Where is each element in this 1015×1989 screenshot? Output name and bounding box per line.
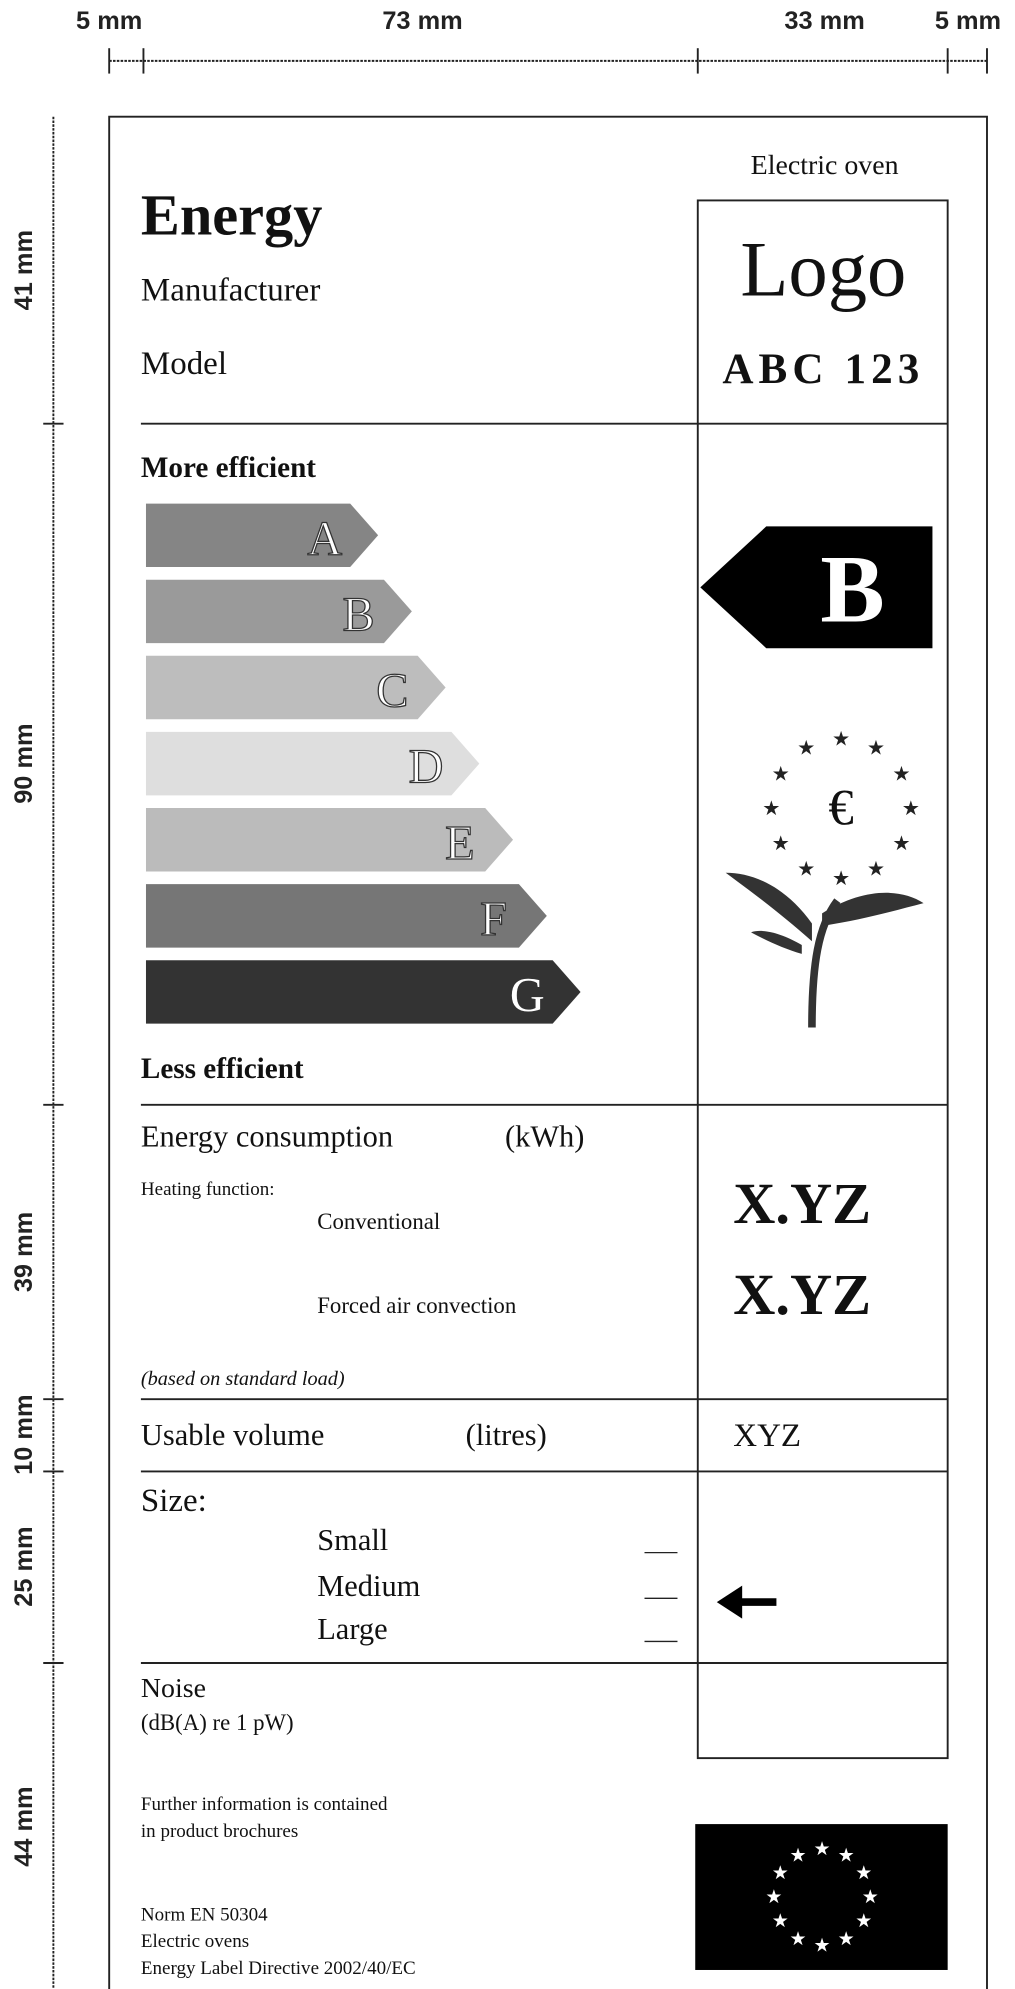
consumption-unit: (kWh) bbox=[505, 1120, 584, 1154]
star: ★ bbox=[772, 761, 790, 785]
class-letter: D bbox=[409, 741, 444, 794]
consumption-value: X.YZ bbox=[733, 1262, 871, 1327]
dimension: 25 mm bbox=[10, 1526, 38, 1606]
class-letter: F bbox=[480, 893, 507, 946]
dimension: 73 mm bbox=[382, 7, 462, 35]
star: ★ bbox=[814, 1934, 831, 1956]
size-option: Large bbox=[317, 1612, 387, 1646]
model: Model bbox=[141, 346, 227, 382]
star: ★ bbox=[814, 1838, 831, 1860]
class-arrow bbox=[145, 579, 412, 644]
logo: Logo bbox=[740, 227, 906, 314]
class-letter: A bbox=[307, 512, 342, 565]
conventional: Conventional bbox=[317, 1209, 440, 1234]
class-arrow bbox=[145, 884, 547, 948]
volume-label: Usable volume bbox=[141, 1418, 324, 1452]
model-code: ABC 123 bbox=[722, 346, 924, 393]
class-letter: G bbox=[510, 969, 545, 1022]
star: ★ bbox=[789, 1928, 806, 1950]
title: Energy bbox=[141, 183, 323, 248]
class-letter: B bbox=[343, 588, 375, 641]
scale-bottom-label: Less efficient bbox=[141, 1053, 304, 1085]
star: ★ bbox=[902, 796, 920, 820]
norm-line: Energy Label Directive 2002/40/EC bbox=[141, 1958, 416, 1979]
rating-arrow bbox=[700, 526, 933, 649]
norm-line: Norm EN 50304 bbox=[141, 1905, 268, 1926]
star: ★ bbox=[772, 1910, 789, 1932]
dimension: 44 mm bbox=[10, 1786, 38, 1866]
size-label: Size: bbox=[141, 1483, 207, 1519]
dimension: 5 mm bbox=[935, 7, 1001, 35]
dimension: 5 mm bbox=[76, 7, 142, 35]
volume-unit: (litres) bbox=[466, 1418, 547, 1452]
star: ★ bbox=[862, 1886, 879, 1908]
consumption-note: (based on standard load) bbox=[141, 1368, 345, 1390]
star: ★ bbox=[892, 761, 910, 785]
info-line: Further information is contained bbox=[141, 1794, 388, 1815]
class-arrow bbox=[145, 960, 581, 1024]
star: ★ bbox=[789, 1844, 806, 1866]
manufacturer: Manufacturer bbox=[141, 273, 320, 309]
label-frame bbox=[108, 115, 988, 1989]
scale-top-label: More efficient bbox=[141, 452, 316, 484]
star: ★ bbox=[765, 1886, 782, 1908]
dimension: 90 mm bbox=[10, 723, 38, 803]
dimension: 10 mm bbox=[10, 1394, 38, 1474]
star: ★ bbox=[797, 736, 815, 760]
heating-label: Heating function: bbox=[141, 1179, 275, 1200]
class-arrow bbox=[145, 503, 379, 568]
star: ★ bbox=[867, 857, 885, 881]
eu-flag bbox=[695, 1824, 948, 1970]
product: Electric oven bbox=[751, 150, 899, 181]
star: ★ bbox=[772, 831, 790, 855]
noise-label: Noise bbox=[141, 1673, 206, 1704]
star: ★ bbox=[855, 1910, 872, 1932]
class-arrow bbox=[145, 808, 514, 872]
star: ★ bbox=[832, 726, 850, 750]
star: ★ bbox=[832, 866, 850, 890]
size-option: Small bbox=[317, 1523, 388, 1557]
noise-unit: (dB(A) re 1 pW) bbox=[141, 1710, 294, 1735]
star: ★ bbox=[855, 1862, 872, 1884]
star: ★ bbox=[892, 831, 910, 855]
eu-flower: ★ ★ ★ ★ ★ ★ ★ ★ ★ ★ ★ ★ € bbox=[725, 726, 924, 1028]
star: ★ bbox=[762, 796, 780, 820]
dimension: 41 mm bbox=[10, 230, 38, 310]
dimension: 39 mm bbox=[10, 1212, 38, 1292]
norm-line: Electric ovens bbox=[141, 1931, 249, 1952]
size-option: Medium bbox=[317, 1569, 420, 1603]
consumption-label: Energy consumption bbox=[141, 1120, 393, 1154]
star: ★ bbox=[797, 857, 815, 881]
consumption-value: X.YZ bbox=[733, 1171, 871, 1236]
rating: B bbox=[820, 536, 884, 643]
size-arrow bbox=[716, 1585, 777, 1619]
star: ★ bbox=[772, 1862, 789, 1884]
info-line: in product brochures bbox=[141, 1821, 298, 1842]
class-letter: E bbox=[445, 817, 474, 870]
forced: Forced air convection bbox=[317, 1293, 517, 1318]
class-letter: C bbox=[376, 665, 408, 718]
class-arrow bbox=[145, 655, 446, 720]
volume-value: XYZ bbox=[733, 1418, 801, 1454]
class-arrow bbox=[145, 731, 480, 796]
star: ★ bbox=[838, 1928, 855, 1950]
svg-text:€: € bbox=[828, 780, 853, 836]
dimension: 33 mm bbox=[784, 7, 864, 35]
star: ★ bbox=[867, 736, 885, 760]
star: ★ bbox=[838, 1844, 855, 1866]
